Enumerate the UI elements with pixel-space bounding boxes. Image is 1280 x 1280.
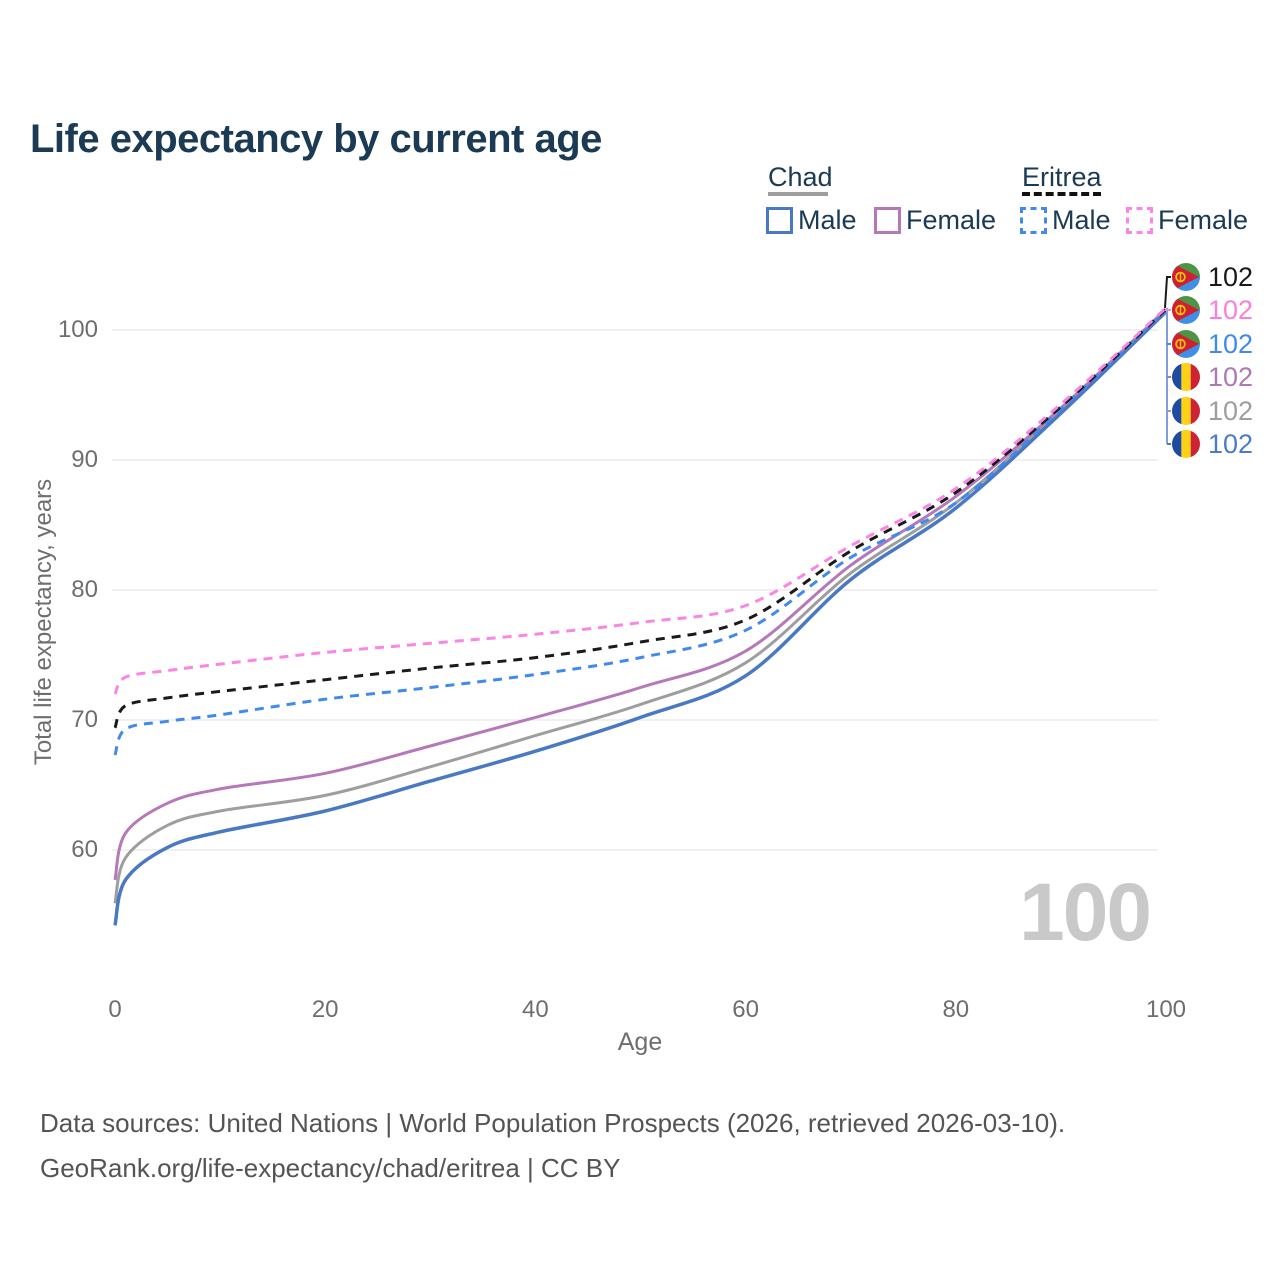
chad-male-swatch-icon xyxy=(766,207,793,234)
eritrea-female-swatch-icon xyxy=(1126,207,1153,234)
eritrea-flag-icon xyxy=(1172,330,1200,358)
eritrea-flag-icon xyxy=(1172,296,1200,324)
x-tick-label: 100 xyxy=(1145,996,1187,1023)
x-tick-label: 20 xyxy=(311,996,339,1023)
end-label-value: 102 xyxy=(1208,362,1254,392)
x-tick-label: 60 xyxy=(732,996,759,1023)
series-line-chad-female[interactable] xyxy=(113,308,1168,881)
x-tick-label: 40 xyxy=(522,996,549,1023)
footer-data-sources: Data sources: United Nations | World Pop… xyxy=(40,1108,1066,1138)
chad-flag-icon xyxy=(1172,397,1200,425)
end-label-value: 102 xyxy=(1208,262,1254,292)
legend-item-label: Female xyxy=(906,205,997,235)
legend-item-label: Female xyxy=(1158,205,1249,235)
legend-item-chad-male[interactable]: Male xyxy=(766,205,857,236)
series-line-chad-both[interactable] xyxy=(113,309,1168,904)
chad-solid-line-sample xyxy=(768,192,828,196)
end-label-value: 102 xyxy=(1208,429,1254,459)
eritrea-dashed-line-sample xyxy=(1022,192,1101,196)
y-tick-label: 100 xyxy=(57,316,98,343)
end-label-value: 102 xyxy=(1208,329,1254,359)
end-label-row-chad-5: 102 xyxy=(1172,430,1253,458)
y-tick-label: 60 xyxy=(71,836,98,863)
end-label-row-chad-4: 102 xyxy=(1172,397,1253,425)
end-label-row-eritrea-2: 102 xyxy=(1172,330,1253,358)
x-tick-label: 0 xyxy=(108,996,122,1023)
legend-item-label: Male xyxy=(798,205,857,235)
y-tick-label: 80 xyxy=(71,576,98,603)
end-label-row-chad-3: 102 xyxy=(1172,363,1253,391)
eritrea-flag-icon xyxy=(1172,263,1200,291)
footer: Data sources: United Nations | World Pop… xyxy=(40,1108,1065,1198)
end-label-value: 102 xyxy=(1208,396,1254,426)
chad-flag-icon xyxy=(1172,430,1200,458)
legend-item-eritrea-male[interactable]: Male xyxy=(1020,205,1111,236)
footer-attribution: GeoRank.org/life-expectancy/chad/eritrea… xyxy=(40,1153,621,1183)
leader-line xyxy=(1164,276,1171,308)
end-label-row-eritrea-0: 102 xyxy=(1172,263,1253,291)
legend-item-eritrea-female[interactable]: Female xyxy=(1126,205,1248,236)
series-line-chad-male[interactable] xyxy=(113,310,1168,926)
series-line-eritrea-female[interactable] xyxy=(113,306,1168,695)
series-line-eritrea-both[interactable] xyxy=(113,308,1168,729)
end-label-row-eritrea-1: 102 xyxy=(1172,296,1253,324)
legend-item-chad-female[interactable]: Female xyxy=(874,205,996,236)
legend-group-eritrea: Eritrea xyxy=(1022,162,1102,192)
eritrea-male-swatch-icon xyxy=(1020,207,1047,234)
series-line-eritrea-male[interactable] xyxy=(113,309,1168,756)
legend-item-label: Male xyxy=(1052,205,1111,235)
x-axis-title: Age xyxy=(617,1028,663,1056)
chad-female-swatch-icon xyxy=(874,207,901,234)
chad-flag-icon xyxy=(1172,363,1200,391)
y-tick-label: 90 xyxy=(71,446,98,473)
legend-group-chad: Chad xyxy=(768,162,833,192)
page-title: Life expectancy by current age xyxy=(30,116,602,161)
x-tick-label: 80 xyxy=(942,996,970,1023)
watermark-age: 100 xyxy=(1019,867,1152,958)
y-tick-label: 70 xyxy=(71,706,98,733)
end-label-value: 102 xyxy=(1208,295,1254,325)
plot-area xyxy=(112,276,1171,926)
